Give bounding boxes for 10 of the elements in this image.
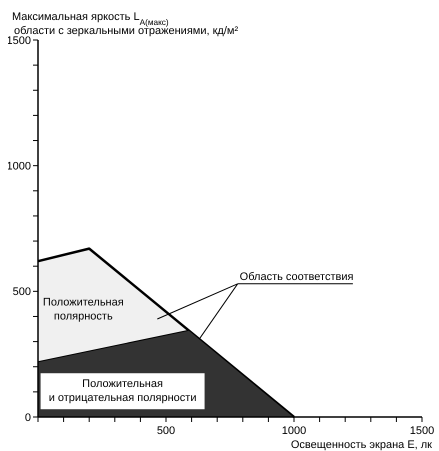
x-tick-label: 1500 bbox=[410, 425, 434, 437]
annotation: Положительная и отрицательная полярности bbox=[48, 378, 196, 404]
annotation: Область соответствия bbox=[240, 270, 354, 283]
x-tick-label: 500 bbox=[156, 425, 176, 437]
y-tick-label: 500 bbox=[12, 286, 31, 298]
y-tick-label: 0 bbox=[24, 412, 31, 424]
annotation: Положительная полярность bbox=[42, 296, 124, 322]
y-axis-title: Максимальная яркость L$_{A(макс)}$ области с зеркальными отражениями, кд/м² bbox=[12, 11, 238, 37]
x-axis-title: Освещенность экрана E, лк bbox=[290, 439, 432, 451]
x-tick-label: 1000 bbox=[282, 425, 306, 437]
